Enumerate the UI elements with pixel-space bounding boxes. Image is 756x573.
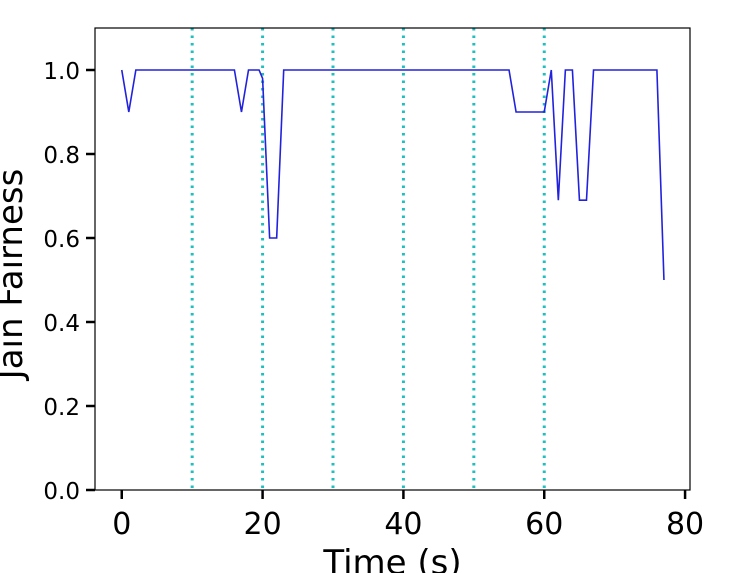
y-tick-label: 0.0 [43, 479, 80, 505]
x-axis: 0 20 40 60 80 [112, 490, 704, 542]
x-tick-label: 80 [666, 507, 704, 542]
y-tick-label: 0.6 [43, 227, 80, 253]
y-tick-label: 0.2 [43, 395, 80, 421]
plot-area-frame [94, 27, 691, 491]
x-tick-label: 40 [384, 507, 422, 542]
y-tick-label: 0.4 [43, 311, 80, 337]
x-axis-title: Time (s) [322, 543, 461, 573]
series-layer [120, 69, 665, 281]
y-axis-title: Jain Fairness [0, 169, 31, 382]
x-tick-label: 60 [525, 507, 563, 542]
y-tick-label: 0.8 [43, 143, 80, 169]
vertical-reference-lines [190, 28, 546, 490]
y-axis: 0.0 0.2 0.4 0.6 0.8 1.0 [43, 59, 95, 505]
y-tick-label: 1.0 [43, 59, 80, 85]
x-tick-label: 20 [243, 507, 281, 542]
x-tick-label: 0 [112, 507, 131, 542]
series-line-0 [120, 69, 665, 281]
